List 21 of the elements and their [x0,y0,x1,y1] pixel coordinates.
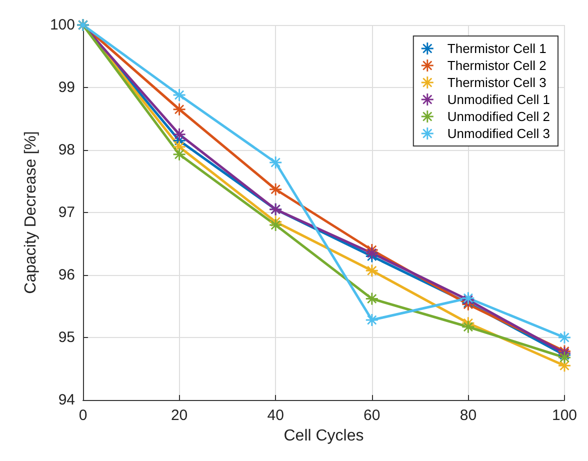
legend-label: Unmodified Cell 2 [447,109,550,124]
legend-label: Thermistor Cell 2 [447,58,546,73]
legend-label: Thermistor Cell 3 [447,75,546,90]
x-tick-label: 40 [267,407,284,424]
x-tick-label: 20 [170,407,188,424]
y-tick-label: 94 [58,392,75,408]
y-tick-label: 99 [58,79,75,96]
y-tick-label: 96 [58,266,75,284]
y-tick-label: 98 [58,142,75,158]
x-tick-label: 100 [552,407,577,424]
y-axis-title: Capacity Decrease [%] [22,131,40,294]
x-tick-label: 0 [78,407,88,424]
y-tick-label: 100 [50,16,75,34]
y-tick-label: 95 [58,329,75,346]
x-tick-label: 60 [364,407,380,424]
y-tick-label: 97 [58,204,75,221]
legend-label: Thermistor Cell 1 [447,41,546,56]
x-axis-title: Cell Cycles [284,428,364,444]
legend-label: Unmodified Cell 1 [447,92,550,107]
legend-label: Unmodified Cell 3 [447,126,550,141]
x-tick-label: 80 [460,407,477,424]
